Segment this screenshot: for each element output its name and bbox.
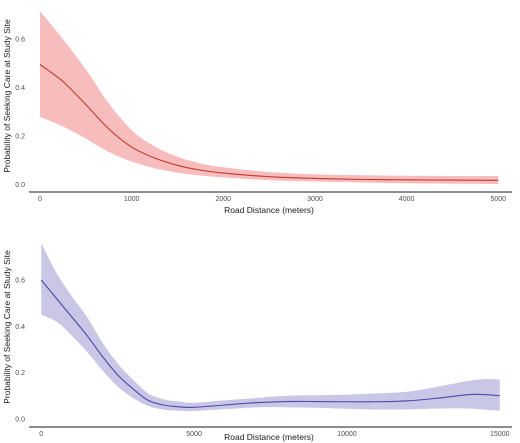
top-y-axis-title: Probability of Seeking Care at Study Sit… xyxy=(2,19,12,173)
bottom-x-tick-label: 0 xyxy=(39,431,43,438)
bottom-x-tick-label: 15000 xyxy=(490,431,510,438)
top-x-tick-label: 0 xyxy=(38,196,42,203)
top-y-tick-label: 0.6 xyxy=(15,37,25,44)
bottom-chart: Road Distance (meters) Probability of Se… xyxy=(2,242,512,442)
top-x-tick-label: 1000 xyxy=(124,196,140,203)
top-confidence-band xyxy=(40,11,499,184)
bottom-confidence-band xyxy=(41,242,500,412)
top-fitted-line xyxy=(39,64,499,181)
bottom-x-tick-label: 5000 xyxy=(186,431,202,438)
bottom-y-tick-label: 0.6 xyxy=(15,277,25,284)
top-y-tick-label: 0.0 xyxy=(15,182,25,189)
bottom-y-tick-label: 0.4 xyxy=(15,324,25,331)
top-x-axis-title: Road Distance (meters) xyxy=(224,205,314,215)
top-x-tick-label: 4000 xyxy=(399,196,415,203)
bottom-y-tick-label: 0.2 xyxy=(15,370,25,377)
top-x-tick-label: 3000 xyxy=(307,196,323,203)
top-y-tick-label: 0.2 xyxy=(15,134,25,141)
top-chart: Road Distance (meters) Probability of Se… xyxy=(2,11,512,215)
top-x-tick-label: 5000 xyxy=(490,196,506,203)
bottom-y-tick-label: 0.0 xyxy=(15,416,25,423)
bottom-fitted-line xyxy=(40,279,500,408)
bottom-x-tick-label: 10000 xyxy=(337,431,357,438)
top-x-tick-label: 2000 xyxy=(216,196,232,203)
top-y-tick-label: 0.4 xyxy=(15,85,25,92)
bottom-y-axis-title: Probability of Seeking Care at Study Sit… xyxy=(2,250,12,404)
bottom-x-axis-title: Road Distance (meters) xyxy=(224,432,314,442)
